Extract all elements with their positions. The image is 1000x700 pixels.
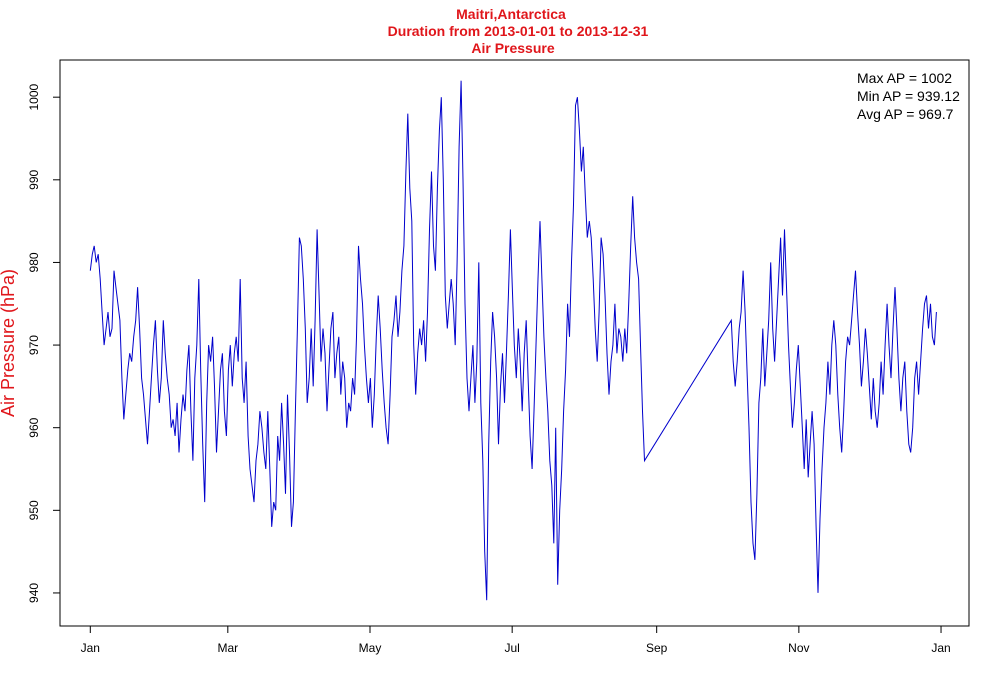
- max-ap-stat: Max AP = 1002: [857, 70, 952, 86]
- x-tick-label: Jan: [931, 641, 950, 655]
- y-tick-label: 990: [27, 169, 41, 189]
- x-tick-label: Mar: [217, 641, 238, 655]
- avg-ap-stat: Avg AP = 969.7: [857, 106, 954, 122]
- x-axis: Jan Mar May Jul Sep Nov Jan: [81, 626, 951, 655]
- chart-subtitle-variable: Air Pressure: [471, 40, 554, 56]
- y-axis: 940 950 960 970 980 990 1000: [27, 84, 60, 603]
- x-tick-label: Jan: [81, 641, 100, 655]
- chart-title: Maitri,Antarctica: [456, 6, 566, 22]
- y-tick-label: 970: [27, 335, 41, 355]
- y-axis-label: Air Pressure (hPa): [0, 269, 18, 417]
- min-ap-stat: Min AP = 939.12: [857, 88, 960, 104]
- chart-subtitle-duration: Duration from 2013-01-01 to 2013-12-31: [388, 23, 649, 39]
- x-tick-label: Sep: [646, 641, 668, 655]
- y-tick-label: 980: [27, 252, 41, 272]
- y-tick-label: 940: [27, 583, 41, 603]
- plot-frame: [59, 59, 970, 627]
- air-pressure-series-line: [89, 80, 937, 601]
- y-tick-label: 960: [27, 417, 41, 437]
- x-tick-label: Jul: [504, 641, 519, 655]
- y-tick-label: 950: [27, 500, 41, 520]
- y-tick-label: 1000: [27, 84, 41, 111]
- x-tick-label: Nov: [788, 641, 809, 655]
- x-tick-label: May: [359, 641, 382, 655]
